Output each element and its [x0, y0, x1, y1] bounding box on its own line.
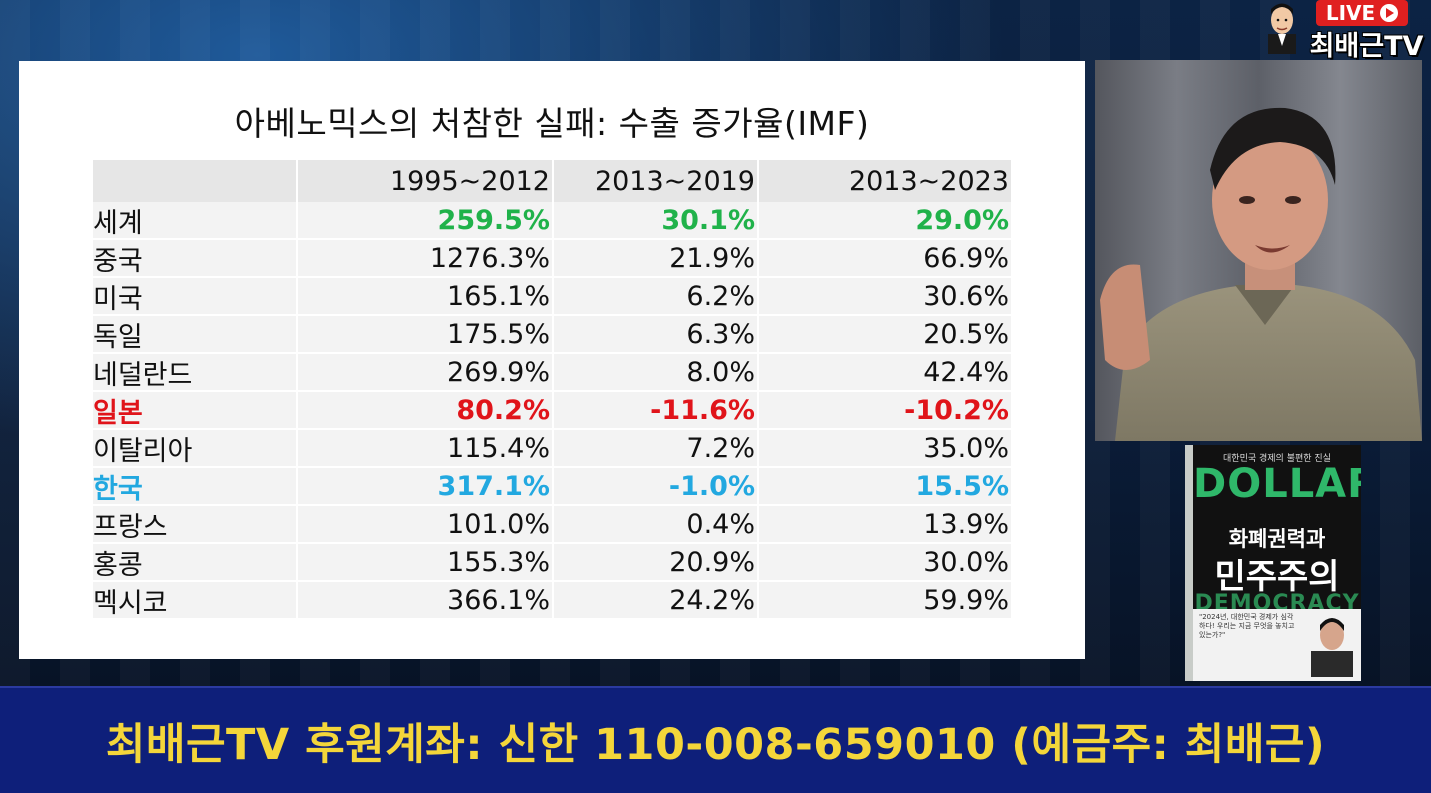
table-body: 세계 259.5% 30.1% 29.0% 중국 1276.3% 21.9% 66.9% 미국 1…: [93, 202, 1011, 620]
country-name-cell: 세계: [93, 202, 296, 240]
value-cell-2013-2023: 59.9%: [757, 582, 1011, 620]
book-quote: "2024년, 대한민국 경제가 심각하다! 우리는 지금 무엇을 놓치고 있는…: [1199, 613, 1295, 639]
country-name-cell: 이탈리아: [93, 430, 296, 468]
value-cell-1995-2012: 269.9%: [296, 354, 552, 392]
value-cell-1995-2012: 259.5%: [296, 202, 552, 240]
value-cell-2013-2019: 7.2%: [552, 430, 757, 468]
donation-banner-text: 최배근TV 후원계좌: 신한 110-008-659010 (예금주: 최배근): [105, 719, 1326, 770]
table-header-row: 1995~2012 2013~2019 2013~2023: [93, 160, 1011, 202]
play-icon: [1380, 4, 1399, 22]
value-cell-1995-2012: 155.3%: [296, 544, 552, 582]
value-cell-2013-2023: 20.5%: [757, 316, 1011, 354]
table-row: 일본 80.2% -11.6% -10.2%: [93, 392, 1011, 430]
value-cell-2013-2019: -11.6%: [552, 392, 757, 430]
header-cell-2013-2019: 2013~2019: [552, 160, 757, 202]
donation-banner: 최배근TV 후원계좌: 신한 110-008-659010 (예금주: 최배근): [0, 686, 1431, 793]
value-cell-2013-2019: -1.0%: [552, 468, 757, 506]
book-subtitle: 대한민국 경제의 불편한 진실: [1223, 454, 1331, 464]
value-cell-1995-2012: 115.4%: [296, 430, 552, 468]
table-row: 홍콩 155.3% 20.9% 30.0%: [93, 544, 1011, 582]
value-cell-2013-2023: 42.4%: [757, 354, 1011, 392]
value-cell-1995-2012: 366.1%: [296, 582, 552, 620]
value-cell-2013-2019: 30.1%: [552, 202, 757, 240]
table-row: 미국 165.1% 6.2% 30.6%: [93, 278, 1011, 316]
country-name-cell: 네덜란드: [93, 354, 296, 392]
header-cell-1995-2012: 1995~2012: [296, 160, 552, 202]
channel-logo: LIVE 최배근TV: [1262, 0, 1431, 62]
country-name-cell: 멕시코: [93, 582, 296, 620]
live-badge: LIVE: [1316, 0, 1408, 26]
country-name-cell: 한국: [93, 468, 296, 506]
book-lower-panel: "2024년, 대한민국 경제가 심각하다! 우리는 지금 무엇을 놓치고 있는…: [1193, 609, 1361, 681]
value-cell-1995-2012: 317.1%: [296, 468, 552, 506]
value-cell-1995-2012: 1276.3%: [296, 240, 552, 278]
table-row: 세계 259.5% 30.1% 29.0%: [93, 202, 1011, 240]
value-cell-1995-2012: 80.2%: [296, 392, 552, 430]
value-cell-2013-2019: 20.9%: [552, 544, 757, 582]
table-row: 멕시코 366.1% 24.2% 59.9%: [93, 582, 1011, 620]
table-row: 한국 317.1% -1.0% 15.5%: [93, 468, 1011, 506]
value-cell-2013-2019: 0.4%: [552, 506, 757, 544]
value-cell-2013-2019: 24.2%: [552, 582, 757, 620]
value-cell-2013-2023: 29.0%: [757, 202, 1011, 240]
value-cell-2013-2019: 6.3%: [552, 316, 757, 354]
book-title-line1: 화폐권력과: [1228, 527, 1326, 551]
table-row: 이탈리아 115.4% 7.2% 35.0%: [93, 430, 1011, 468]
table-row: 중국 1276.3% 21.9% 66.9%: [93, 240, 1011, 278]
book-title-line2: 민주주의: [1214, 557, 1340, 597]
country-name-cell: 미국: [93, 278, 296, 316]
value-cell-1995-2012: 165.1%: [296, 278, 552, 316]
value-cell-2013-2023: 66.9%: [757, 240, 1011, 278]
value-cell-1995-2012: 175.5%: [296, 316, 552, 354]
country-name-cell: 프랑스: [93, 506, 296, 544]
channel-name: 최배근TV: [1309, 31, 1424, 62]
book-title-en: DOLLAR: [1193, 461, 1361, 507]
export-growth-table: 1995~2012 2013~2019 2013~2023 세계 259.5% 30…: [93, 160, 1011, 620]
country-name-cell: 중국: [93, 240, 296, 278]
country-name-cell: 독일: [93, 316, 296, 354]
header-cell-blank: [93, 160, 296, 202]
host-cartoon-icon: [1268, 3, 1296, 54]
value-cell-2013-2023: 15.5%: [757, 468, 1011, 506]
slide-title: 아베노믹스의 처참한 실패: 수출 증가율(IMF): [234, 104, 870, 143]
value-cell-1995-2012: 101.0%: [296, 506, 552, 544]
live-label: LIVE: [1325, 1, 1376, 25]
header-cell-2013-2023: 2013~2023: [757, 160, 1011, 202]
value-cell-2013-2023: 30.0%: [757, 544, 1011, 582]
author-photo: [1311, 618, 1353, 677]
value-cell-2013-2023: 13.9%: [757, 506, 1011, 544]
table-row: 독일 175.5% 6.3% 20.5%: [93, 316, 1011, 354]
value-cell-2013-2019: 6.2%: [552, 278, 757, 316]
book-cover: 대한민국 경제의 불편한 진실 DOLLAR 화폐권력과 민주주의 DEMOCR…: [1185, 445, 1361, 681]
value-cell-2013-2023: 35.0%: [757, 430, 1011, 468]
value-cell-2013-2023: 30.6%: [757, 278, 1011, 316]
country-name-cell: 일본: [93, 392, 296, 430]
presentation-slide: 아베노믹스의 처참한 실패: 수출 증가율(IMF) 1995~2012 201…: [19, 61, 1085, 659]
table-row: 네덜란드 269.9% 8.0% 42.4%: [93, 354, 1011, 392]
value-cell-2013-2023: -10.2%: [757, 392, 1011, 430]
country-name-cell: 홍콩: [93, 544, 296, 582]
host-video-image: [1100, 107, 1422, 441]
value-cell-2013-2019: 8.0%: [552, 354, 757, 392]
host-camera-feed: [1095, 60, 1422, 441]
table-row: 프랑스 101.0% 0.4% 13.9%: [93, 506, 1011, 544]
value-cell-2013-2019: 21.9%: [552, 240, 757, 278]
